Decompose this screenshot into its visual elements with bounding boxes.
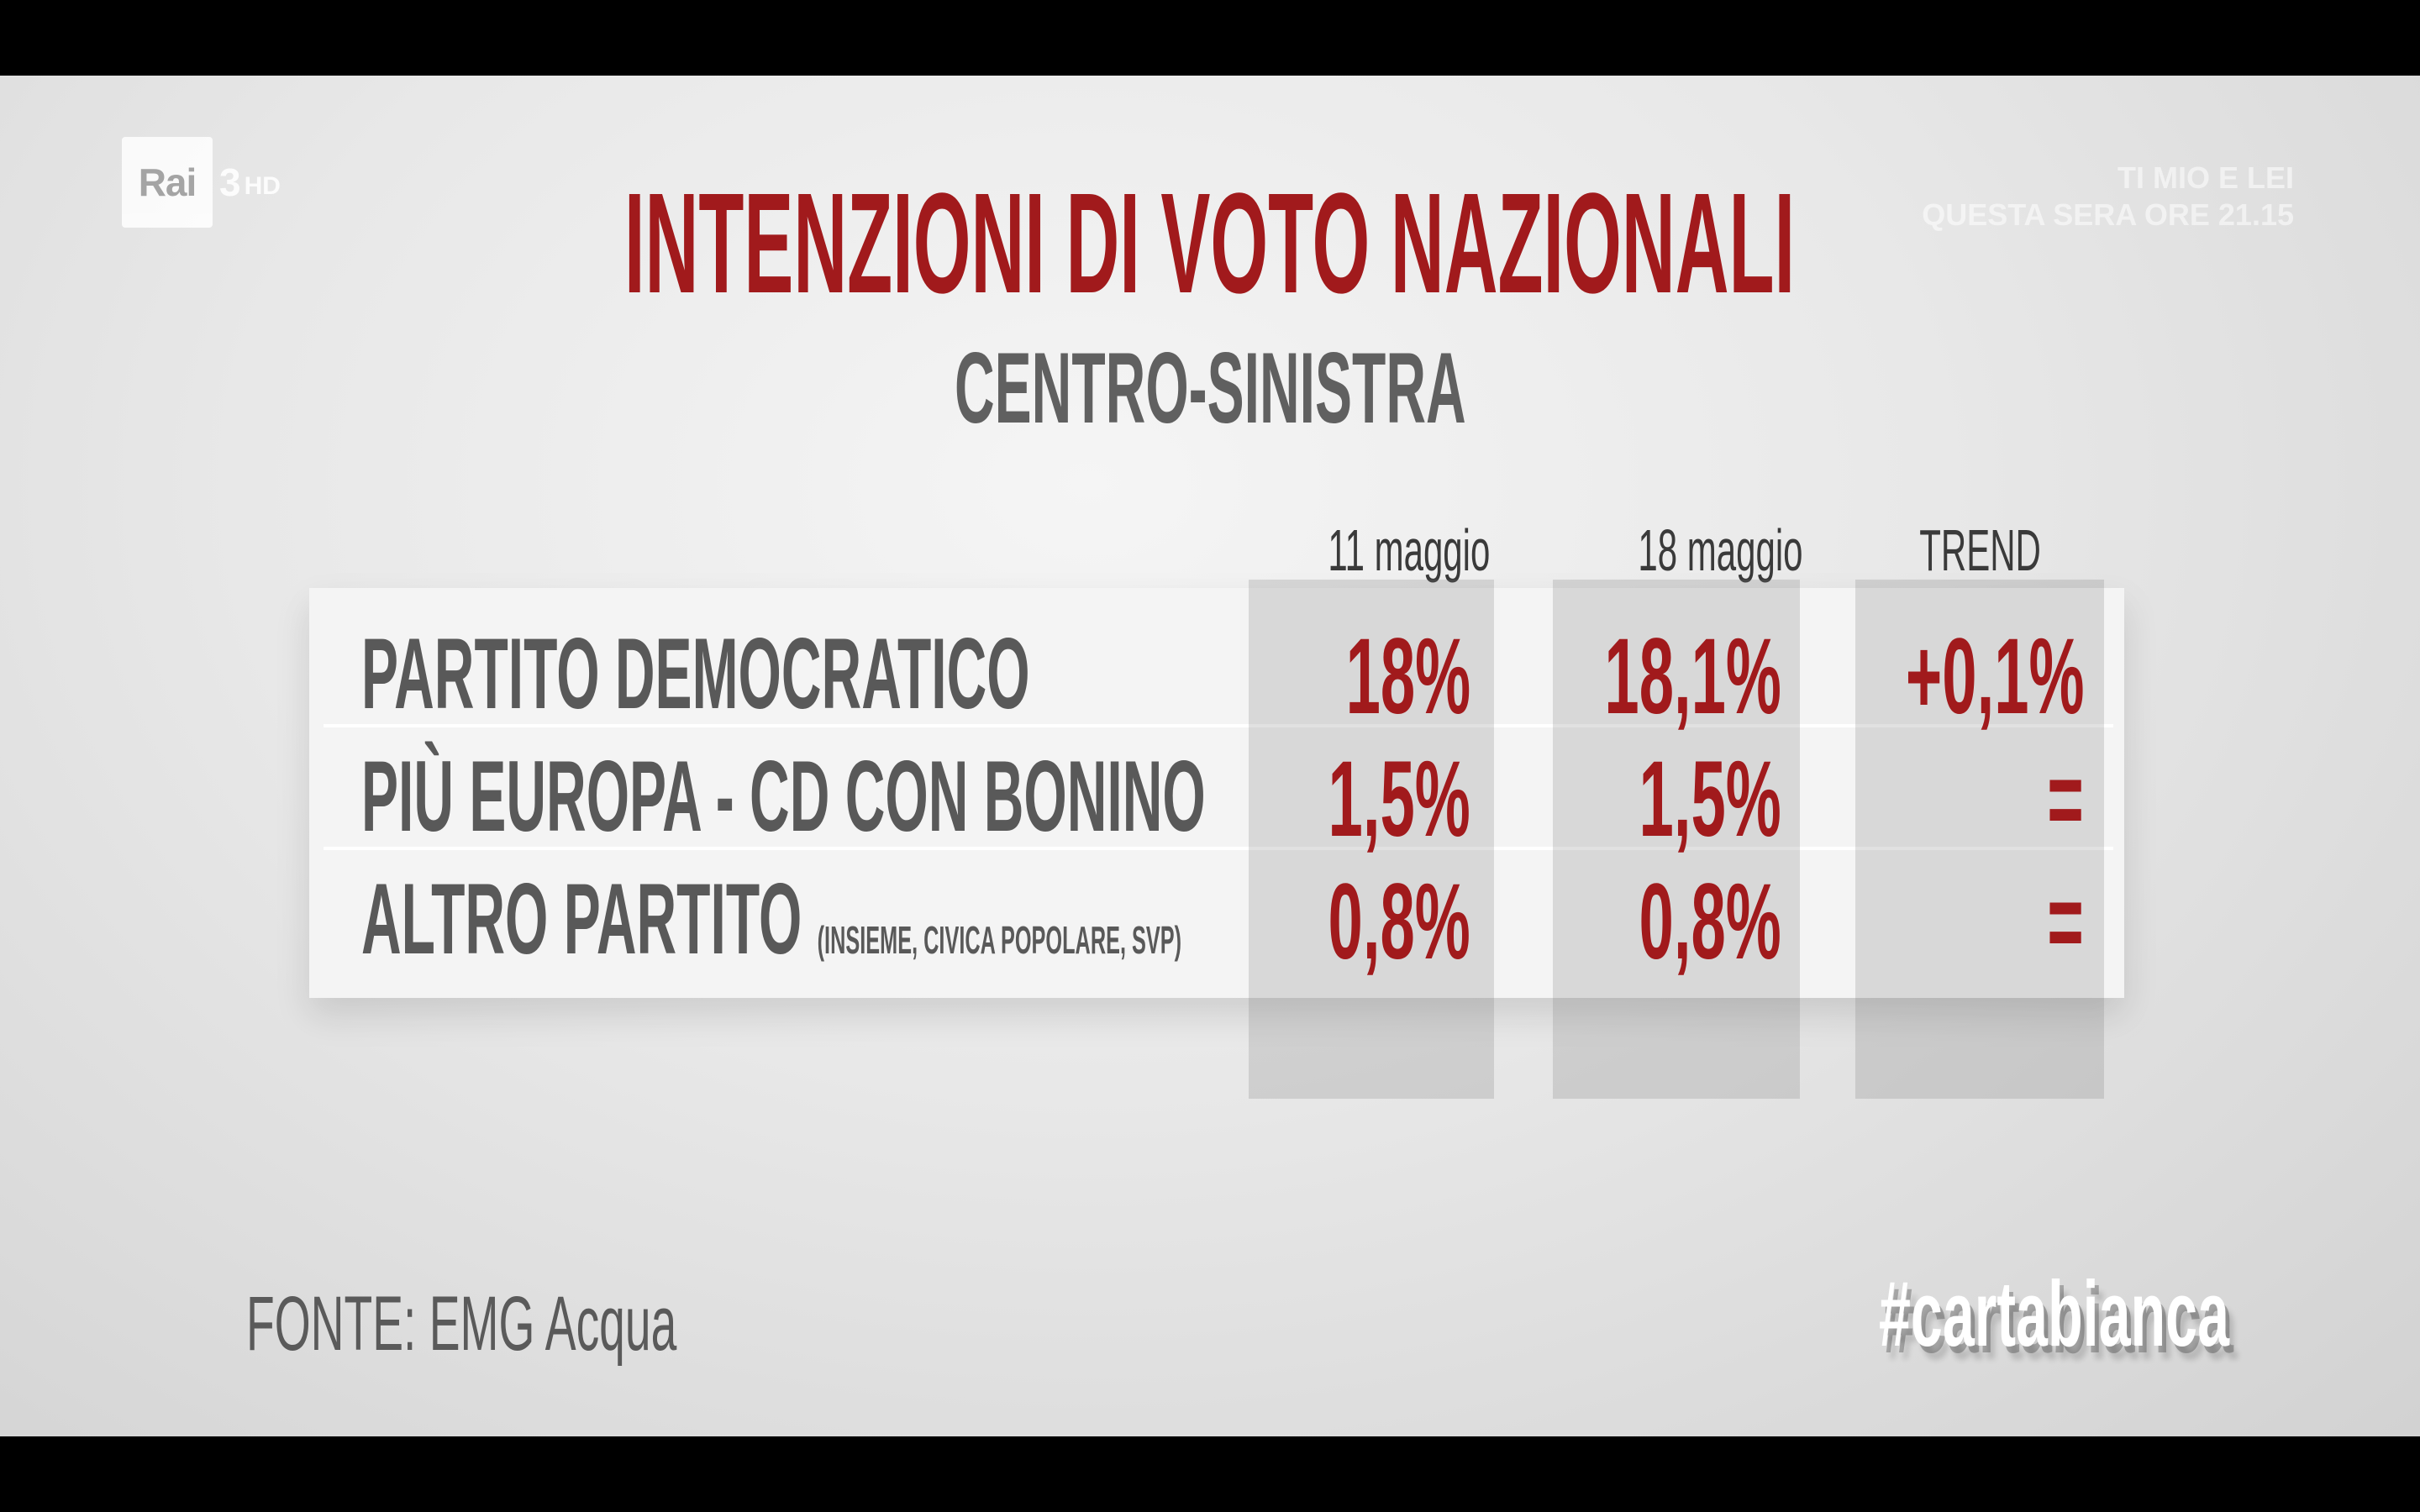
- value-date1: 0,8%: [1328, 862, 1470, 982]
- column-shade-date1: [1249, 580, 1494, 1099]
- title-text: INTENZIONI DI VOTO NAZIONALI: [624, 164, 1796, 323]
- value-date1: 18%: [1345, 617, 1470, 737]
- table-row: PIÙ EUROPA - CD CON BONINO: [324, 727, 2113, 850]
- table-row: PARTITO DEMOCRATICO: [324, 605, 2113, 727]
- broadcast-frame: Rai 3 HD TI MIO E LEI QUESTA SERA ORE 21…: [0, 76, 2420, 1436]
- channel-number: 3: [219, 160, 241, 204]
- value-trend: +0,1%: [1905, 617, 2084, 737]
- column-header-date2: 18 maggio: [1638, 517, 1803, 583]
- party-name: PARTITO DEMOCRATICO: [361, 617, 1030, 730]
- promo-line-2: QUESTA SERA ORE 21.15: [1922, 197, 2294, 232]
- promo-overlay: TI MIO E LEI QUESTA SERA ORE 21.15: [1922, 160, 2294, 234]
- column-shade-trend: [1855, 580, 2104, 1099]
- value-trend: =: [2047, 739, 2084, 859]
- party-name: PIÙ EUROPA - CD CON BONINO: [361, 740, 1206, 853]
- graphic-title: INTENZIONI DI VOTO NAZIONALI: [0, 172, 2420, 315]
- column-shade-date2: [1553, 580, 1800, 1099]
- show-hashtag: #cartabianca: [1879, 1263, 2230, 1366]
- channel-logo: Rai 3 HD: [122, 137, 281, 228]
- table-row: ALTRO PARTITO (INSIEME, CIVICA POPOLARE,…: [324, 850, 2113, 969]
- rai-logo-box: Rai: [122, 137, 213, 228]
- party-note: (INSIEME, CIVICA POPOLARE, SVP): [817, 918, 1182, 962]
- channel-quality: HD: [244, 172, 281, 200]
- results-table: [309, 588, 2124, 998]
- party-name: ALTRO PARTITO (INSIEME, CIVICA POPOLARE,…: [361, 863, 1182, 975]
- value-date2: 18,1%: [1604, 617, 1781, 737]
- promo-line-1: TI MIO E LEI: [2117, 160, 2294, 195]
- graphic-subtitle: CENTRO-SINISTRA: [0, 338, 2420, 438]
- subtitle-text: CENTRO-SINISTRA: [954, 332, 1466, 444]
- column-header-date1: 11 maggio: [1328, 517, 1491, 583]
- source-caption: FONTE: EMG Acqua: [246, 1281, 677, 1367]
- value-date2: 0,8%: [1639, 862, 1781, 982]
- value-date2: 1,5%: [1639, 739, 1781, 859]
- column-header-trend: TREND: [1919, 517, 2041, 583]
- channel-name: Rai: [138, 160, 197, 204]
- value-date1: 1,5%: [1328, 739, 1470, 859]
- value-trend: =: [2047, 862, 2084, 982]
